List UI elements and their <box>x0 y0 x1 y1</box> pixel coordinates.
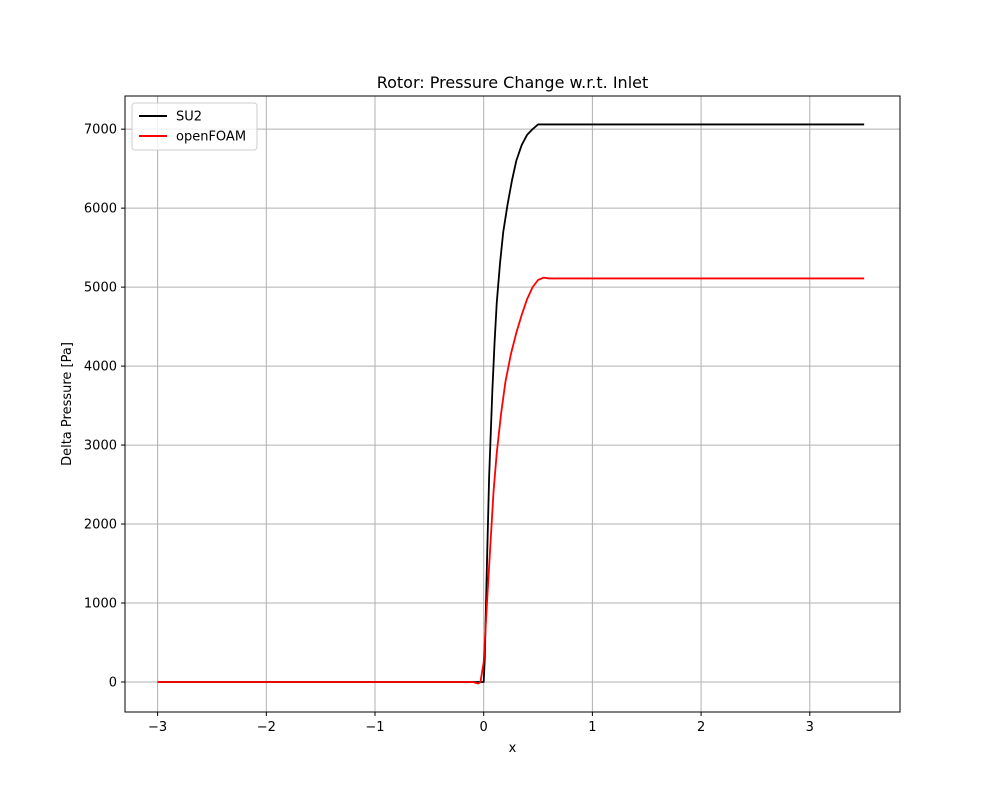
ticks: −3 −2 −1 0 1 2 3 0 1000 2000 3000 4000 5000 6000 7000 <box>84 123 814 735</box>
legend-label-openfoam: openFOAM <box>176 130 246 145</box>
y-tick-label: 0 <box>109 675 117 690</box>
series-line-su2 <box>157 123 865 683</box>
x-tick-label: −3 <box>148 720 167 735</box>
y-axis-label: Delta Pressure [Pa] <box>60 342 75 466</box>
y-tick-label: 3000 <box>84 439 117 454</box>
series-line-openfoam <box>157 276 865 685</box>
plot-lines <box>157 123 865 685</box>
legend: SU2 openFOAM <box>131 102 258 151</box>
y-tick-label: 1000 <box>84 597 117 612</box>
y-tick-label: 5000 <box>84 281 117 296</box>
x-axis-label: x <box>509 741 517 756</box>
y-tick-label: 4000 <box>84 360 117 375</box>
x-tick-label: 1 <box>588 720 596 735</box>
y-tick-label: 2000 <box>84 518 117 533</box>
legend-box <box>131 102 258 151</box>
chart-title: Rotor: Pressure Change w.r.t. Inlet <box>377 73 649 92</box>
x-tick-label: 3 <box>806 720 814 735</box>
x-tick-label: −2 <box>257 720 276 735</box>
x-tick-label: 2 <box>697 720 705 735</box>
plot-frame <box>124 95 901 713</box>
y-tick-label: 6000 <box>84 202 117 217</box>
legend-label-su2: SU2 <box>176 110 202 125</box>
x-tick-label: 0 <box>480 720 488 735</box>
x-tick-label: −1 <box>365 720 384 735</box>
y-tick-label: 7000 <box>84 123 117 138</box>
